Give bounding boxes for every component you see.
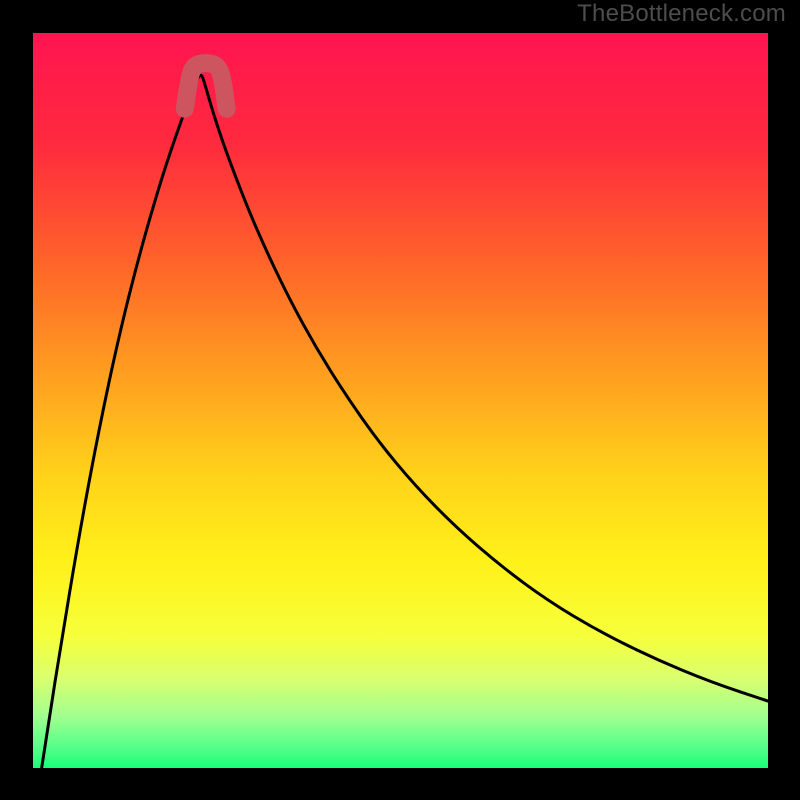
bottleneck-chart: [0, 0, 800, 800]
watermark-text: TheBottleneck.com: [577, 0, 786, 28]
plot-background: [33, 33, 768, 768]
chart-stage: TheBottleneck.com: [0, 0, 800, 800]
